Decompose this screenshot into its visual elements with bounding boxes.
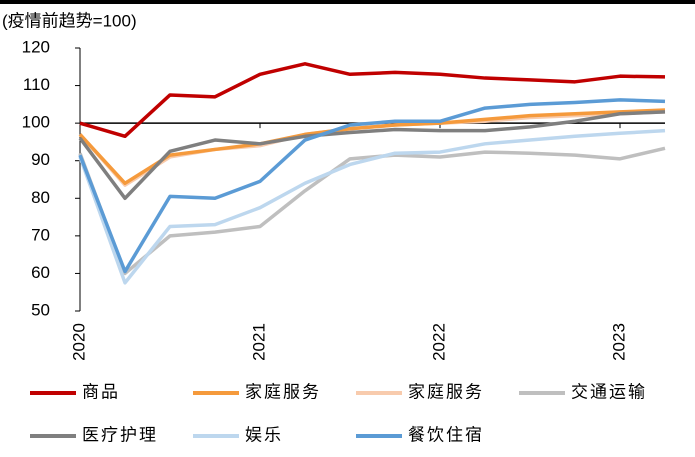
x-tick-label: 2021 bbox=[249, 323, 268, 361]
series-line bbox=[79, 62, 666, 139]
legend-label: 家庭服务 bbox=[245, 382, 321, 401]
y-tick-label: 60 bbox=[31, 263, 50, 282]
x-tick-label: 2023 bbox=[609, 323, 628, 361]
legend-label: 娱乐 bbox=[245, 425, 283, 444]
legend-label: 家庭服务 bbox=[408, 382, 484, 401]
series-line bbox=[78, 146, 666, 276]
top-rule bbox=[0, 0, 695, 4]
y-axis-label: (疫情前趋势=100) bbox=[2, 11, 137, 30]
y-tick-label: 90 bbox=[31, 150, 50, 169]
y-tick-label: 110 bbox=[23, 75, 50, 94]
y-tick-label: 120 bbox=[22, 37, 50, 56]
series-line bbox=[78, 110, 666, 201]
y-tick-label: 80 bbox=[31, 188, 50, 207]
legend-label: 交通运输 bbox=[571, 382, 647, 401]
series-line bbox=[78, 108, 666, 186]
legend-label: 餐饮住宿 bbox=[408, 425, 484, 444]
x-tick-label: 2020 bbox=[69, 323, 88, 361]
x-tick-label: 2022 bbox=[429, 323, 448, 361]
y-tick-label: 70 bbox=[31, 225, 50, 244]
y-tick-label: 100 bbox=[22, 113, 50, 132]
legend-label: 商品 bbox=[82, 382, 120, 401]
series-line bbox=[78, 128, 666, 285]
legend-label: 医疗护理 bbox=[82, 425, 158, 444]
y-tick-label: 50 bbox=[31, 300, 50, 319]
series-line bbox=[78, 98, 666, 274]
